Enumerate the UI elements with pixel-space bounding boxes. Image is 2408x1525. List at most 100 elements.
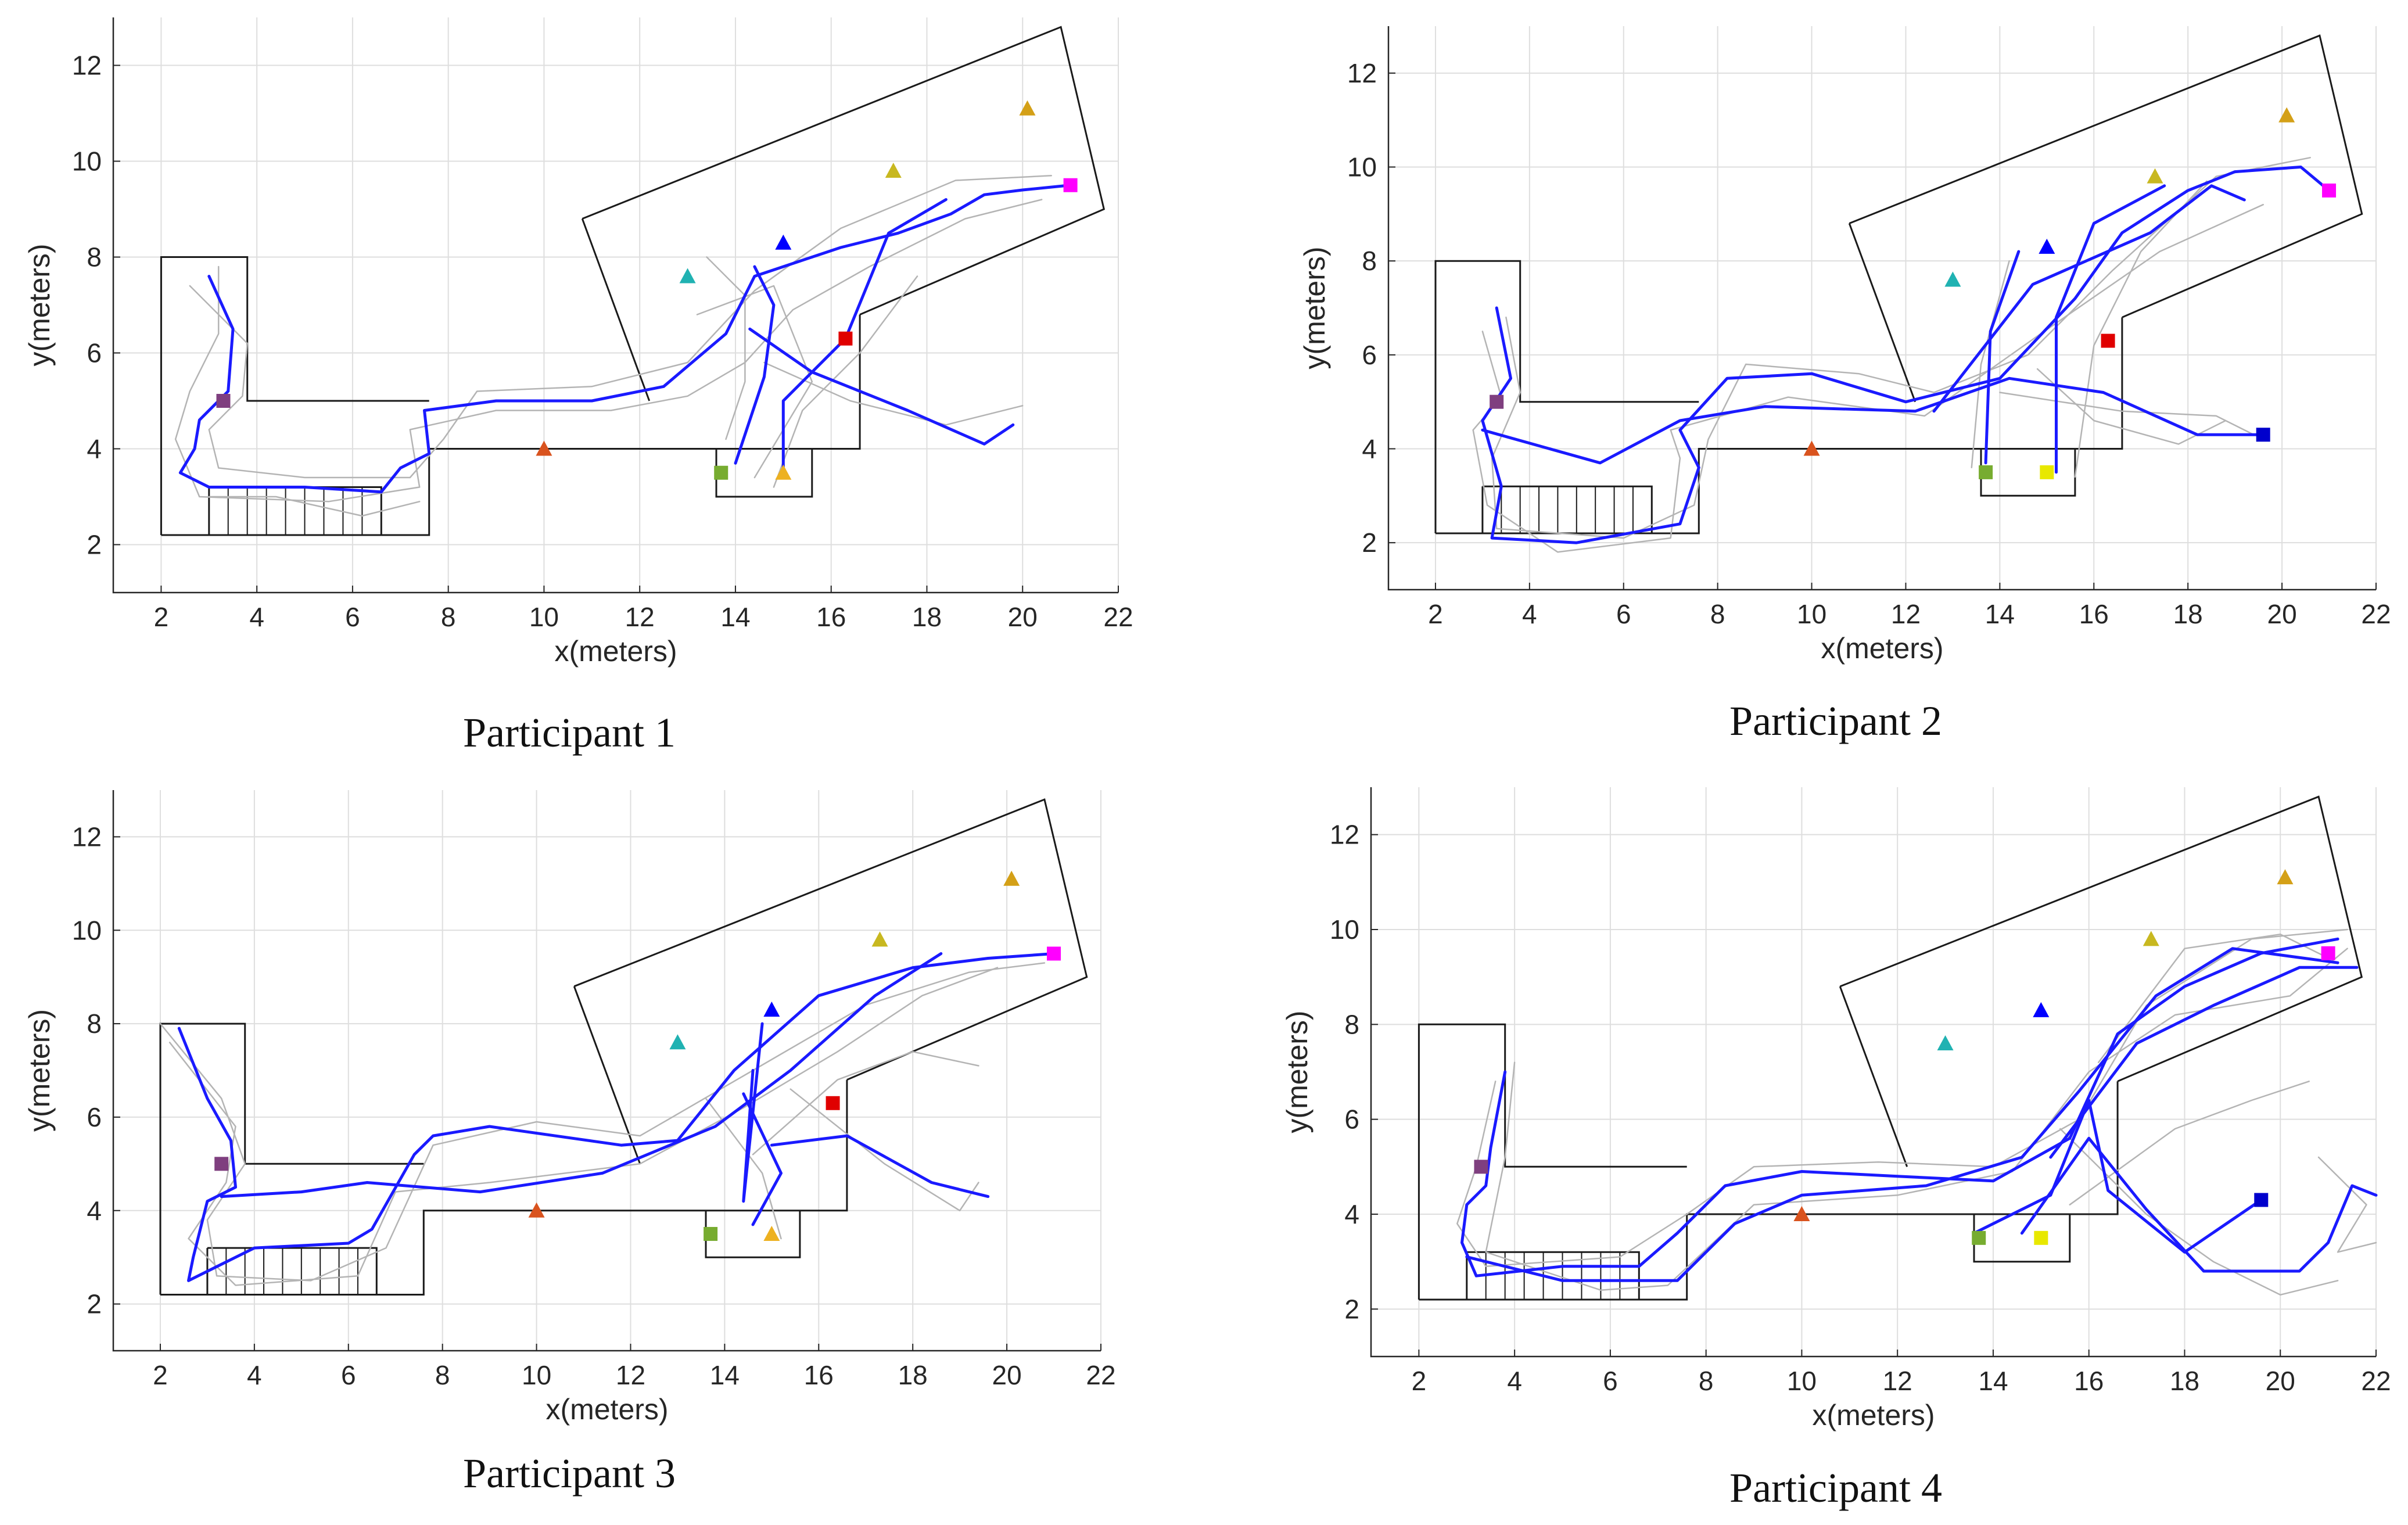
trial-trajectory-line bbox=[2036, 368, 2227, 445]
trial-trajectory-line bbox=[208, 496, 421, 517]
wall-outline bbox=[206, 1247, 378, 1296]
x-tick-label: 4 bbox=[247, 1360, 262, 1390]
trial-trajectory-line bbox=[1999, 392, 2255, 436]
wall-outline bbox=[1839, 986, 1908, 1167]
panel-caption: Participant 3 bbox=[463, 1450, 676, 1497]
y-tick-label: 4 bbox=[1362, 434, 1377, 464]
triangle-marker bbox=[679, 268, 696, 284]
triangle-marker bbox=[1944, 271, 1961, 287]
axes-frame bbox=[112, 17, 1118, 594]
triangle-marker bbox=[1019, 100, 1036, 116]
wall-outline bbox=[1481, 485, 1653, 534]
trial-trajectory-line bbox=[1491, 157, 2311, 539]
trial-trajectory-line bbox=[773, 275, 918, 488]
mean-trajectory-line bbox=[742, 1092, 783, 1226]
x-tick-label: 4 bbox=[249, 602, 264, 632]
x-tick-label: 22 bbox=[1103, 602, 1133, 632]
panel-2: 2 4 6 8 10 12 14 16 18 20 2224681012x(meters)y(met… bbox=[1298, 26, 2391, 744]
x-tick-label: 12 bbox=[616, 1360, 645, 1390]
mean-trajectory-line bbox=[748, 327, 1015, 446]
mean-trajectory-line bbox=[2020, 1136, 2378, 1273]
x-tick-label: 16 bbox=[2074, 1366, 2104, 1396]
square-marker bbox=[216, 394, 231, 408]
square-marker bbox=[1047, 946, 1061, 961]
y-tick-label: 8 bbox=[87, 1009, 102, 1039]
x-axis-label: x(meters) bbox=[1821, 632, 1943, 665]
wall-outline bbox=[1417, 1023, 1687, 1300]
x-tick-label: 14 bbox=[1978, 1366, 2008, 1396]
trial-trajectory-line bbox=[159, 962, 1046, 1282]
y-tick-label: 4 bbox=[87, 434, 102, 464]
wall-outline bbox=[705, 1210, 801, 1258]
square-marker bbox=[1490, 394, 1504, 409]
trial-trajectory-line bbox=[189, 175, 1052, 479]
y-tick-label: 8 bbox=[1344, 1009, 1359, 1039]
x-tick-label: 16 bbox=[816, 602, 846, 632]
mean-trajectory-line bbox=[1972, 1099, 2263, 1254]
mean-trajectory-line bbox=[178, 184, 1072, 494]
y-tick-label: 6 bbox=[1362, 340, 1377, 370]
wall-outline bbox=[1839, 795, 2363, 1082]
x-tick-label: 18 bbox=[898, 1360, 928, 1390]
trial-trajectory-line bbox=[168, 967, 999, 1286]
wall-outline bbox=[1849, 34, 2363, 318]
wall-outline bbox=[159, 1022, 424, 1295]
y-axis-label: y(meters) bbox=[23, 1009, 56, 1132]
triangle-marker bbox=[536, 440, 552, 456]
y-axis-label: y(meters) bbox=[23, 243, 56, 366]
trial-trajectory-line bbox=[2059, 1128, 2339, 1296]
y-tick-label: 6 bbox=[87, 1102, 102, 1132]
square-marker bbox=[714, 465, 728, 480]
mean-trajectory-line bbox=[177, 952, 1056, 1282]
wall-outline bbox=[208, 486, 382, 536]
y-tick-label: 8 bbox=[87, 242, 102, 272]
square-marker bbox=[2034, 1230, 2048, 1245]
y-tick-label: 10 bbox=[72, 146, 102, 177]
wall-outline bbox=[160, 256, 429, 535]
x-tick-label: 12 bbox=[1883, 1366, 1912, 1396]
trial-trajectory-line bbox=[706, 256, 746, 440]
y-tick-label: 2 bbox=[1344, 1294, 1359, 1324]
x-tick-label: 6 bbox=[341, 1360, 356, 1390]
triangle-marker bbox=[763, 1001, 780, 1017]
triangle-marker bbox=[528, 1202, 545, 1218]
x-tick-label: 22 bbox=[1086, 1360, 1115, 1390]
wall-outline bbox=[1980, 448, 2076, 497]
x-tick-label: 8 bbox=[435, 1360, 450, 1390]
x-tick-label: 20 bbox=[2267, 599, 2297, 629]
x-tick-label: 18 bbox=[912, 602, 942, 632]
square-marker bbox=[1979, 465, 1993, 479]
x-tick-label: 6 bbox=[345, 602, 360, 632]
x-tick-label: 12 bbox=[1891, 599, 1921, 629]
wall-outline bbox=[582, 26, 1106, 315]
trial-trajectory-line bbox=[1485, 948, 2348, 1291]
mean-trajectory-line bbox=[2055, 184, 2166, 474]
y-tick-label: 12 bbox=[72, 821, 102, 852]
x-tick-label: 6 bbox=[1616, 599, 1631, 629]
trial-trajectory-line bbox=[1472, 203, 2264, 553]
square-marker bbox=[2254, 1193, 2269, 1207]
triangle-marker bbox=[2033, 1002, 2050, 1017]
x-tick-label: 2 bbox=[153, 1360, 168, 1390]
y-tick-label: 2 bbox=[87, 1289, 102, 1319]
square-marker bbox=[2322, 183, 2337, 198]
triangle-marker bbox=[2039, 238, 2055, 254]
x-axis-label: x(meters) bbox=[546, 1393, 668, 1426]
triangle-marker bbox=[885, 163, 902, 178]
x-tick-label: 14 bbox=[1985, 599, 2015, 629]
trial-trajectory-line bbox=[752, 1051, 979, 1156]
x-tick-label: 2 bbox=[1412, 1366, 1427, 1396]
trial-trajectory-line bbox=[789, 1088, 979, 1212]
mean-trajectory-line bbox=[1984, 250, 2021, 465]
x-tick-label: 14 bbox=[720, 602, 750, 632]
x-tick-label: 12 bbox=[625, 602, 655, 632]
x-axis-label: x(meters) bbox=[554, 635, 677, 668]
mean-trajectory-line bbox=[742, 1022, 764, 1203]
square-marker bbox=[826, 1096, 840, 1110]
panel-3: 2 4 6 8 10 12 14 16 18 20 2224681012x(meters)y(met… bbox=[23, 790, 1116, 1497]
square-marker bbox=[838, 331, 853, 346]
x-tick-label: 2 bbox=[154, 602, 169, 632]
panel-4: 2 4 6 8 10 12 14 16 18 20 2224681012x(meters)y(met… bbox=[1281, 787, 2391, 1511]
x-tick-label: 10 bbox=[1797, 599, 1826, 629]
